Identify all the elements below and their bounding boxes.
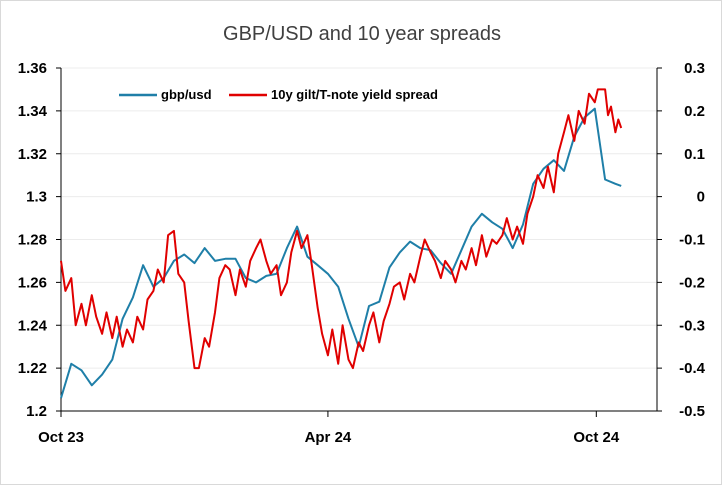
x-tick-label: Oct 24 (573, 429, 620, 446)
y-left-tick-label: 1.28 (18, 232, 47, 249)
y-right-tick-label: 0.2 (684, 103, 705, 120)
legend: gbp/usd 10y gilt/T-note yield spread (119, 87, 438, 102)
y-right-tick-label: -0.1 (679, 232, 705, 249)
y-left-tick-label: 1.22 (18, 360, 47, 377)
y-left-tick-label: 1.32 (18, 146, 47, 163)
y-left-tick-label: 1.2 (26, 403, 47, 420)
y-left-tick-label: 1.36 (18, 60, 47, 77)
y-right-tick-label: -0.2 (679, 274, 705, 291)
y-right-tick-label: 0.1 (684, 146, 705, 163)
grid-layer (61, 67, 657, 369)
x-tick-label: Oct 23 (38, 429, 84, 446)
x-tick-label: Apr 24 (305, 429, 352, 446)
y-left-tick-label: 1.3 (26, 189, 47, 206)
y-left-tick-label: 1.24 (18, 317, 48, 334)
y-left-tick-label: 1.34 (18, 103, 48, 120)
y-right-tick-label: 0 (697, 189, 705, 206)
y-right-tick-label: 0.3 (684, 60, 705, 77)
series-layer (60, 88, 623, 399)
y-right-tick-label: -0.5 (679, 403, 705, 420)
legend-label-yield-spread: 10y gilt/T-note yield spread (271, 87, 438, 102)
series-line-yield-spread (60, 88, 623, 370)
y-left-tick-label: 1.26 (18, 274, 47, 291)
series-line-gbp-usd (60, 107, 622, 399)
axes-layer: 1.2 1.22 1.24 1.26 1.28 1.3 1.32 1.34 1.36 -0.5 -0… (18, 60, 706, 446)
y-right-tick-label: -0.4 (679, 360, 706, 377)
legend-label-gbp-usd: gbp/usd (161, 87, 212, 102)
y-right-tick-label: -0.3 (679, 317, 705, 334)
chart-title: GBP/USD and 10 year spreads (223, 23, 501, 45)
